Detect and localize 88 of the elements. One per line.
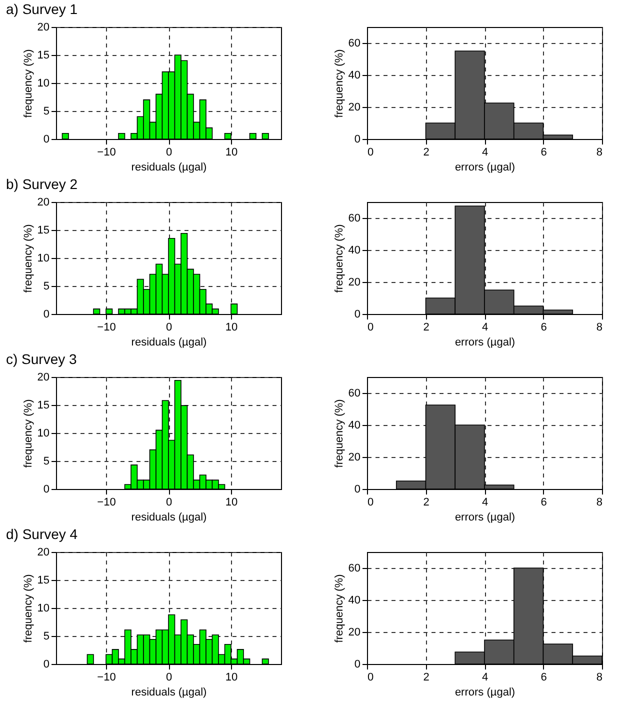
x-tick-label: 6 [540,496,547,508]
y-tick-label: 60 [348,562,360,574]
x-tick-label: 4 [482,322,488,334]
y-axis-title: frequency (%) [22,399,34,468]
chart-title: d) Survey 4 [6,526,78,542]
y-tick-label: 0 [43,484,50,496]
x-tick-label: 6 [540,322,547,334]
y-tick-label: 10 [37,252,50,264]
y-tick-label: 0 [354,484,360,496]
y-axis-title: frequency (%) [22,49,34,118]
y-tick-label: 15 [37,50,50,62]
x-tick-label: 0 [368,496,374,508]
x-axis-title: errors (µgal) [454,162,516,174]
y-tick-label: 15 [37,400,50,412]
y-tick-label: 60 [348,388,360,400]
x-tick-label: 4 [482,672,488,684]
x-tick-label: 8 [596,146,602,158]
y-tick-label: 20 [37,22,50,34]
y-tick-label: 0 [354,308,360,320]
y-axis-title: frequency (%) [333,49,346,118]
x-axis-title: residuals (µgal) [131,512,207,524]
x-tick-label: 2 [423,496,430,508]
y-tick-label: 60 [348,212,360,224]
y-tick-label: 20 [348,626,360,638]
x-tick-label: 0 [166,496,172,508]
y-axis-title: frequency (%) [333,224,346,293]
y-tick-label: 10 [37,428,50,440]
y-tick-label: 40 [348,70,360,82]
x-axis-title: residuals (µgal) [131,162,207,174]
y-axis-title: frequency (%) [22,224,34,293]
y-tick-label: 20 [37,372,50,384]
y-axis-title: frequency (%) [22,574,34,643]
y-tick-label: 5 [43,106,50,118]
x-axis-title: residuals (µgal) [131,686,207,698]
x-tick-label: −10 [97,496,116,508]
y-tick-label: 0 [43,658,50,670]
x-tick-label: 2 [423,672,430,684]
y-tick-label: 0 [354,658,360,670]
x-tick-label: 6 [540,672,547,684]
x-tick-label: 8 [596,496,602,508]
x-tick-label: 0 [166,672,172,684]
chart-title: b) Survey 2 [6,176,78,192]
y-tick-label: 20 [348,452,360,464]
y-tick-label: 5 [43,630,50,642]
x-tick-label: 0 [368,322,374,334]
x-tick-label: 0 [368,146,374,158]
y-tick-label: 10 [37,78,50,90]
x-tick-label: 4 [482,496,488,508]
x-axis-title: residuals (µgal) [131,336,207,348]
x-tick-label: 4 [482,146,488,158]
x-tick-label: 2 [423,322,430,334]
y-tick-label: 15 [37,574,50,586]
y-tick-label: 40 [348,594,360,606]
x-tick-label: 2 [423,146,430,158]
y-tick-label: 10 [37,602,50,614]
chart-title: c) Survey 3 [6,351,78,367]
x-tick-label: 6 [540,146,547,158]
x-tick-label: 8 [596,322,602,334]
y-tick-label: 5 [43,280,50,292]
y-tick-label: 20 [37,546,50,558]
x-tick-label: 10 [225,496,238,508]
y-tick-label: 5 [43,456,50,468]
x-tick-label: 10 [225,146,238,158]
x-tick-label: −10 [97,322,116,334]
x-tick-label: −10 [97,146,116,158]
y-tick-label: 0 [43,308,50,320]
y-tick-label: 40 [348,420,360,432]
y-axis-title: frequency (%) [333,399,346,468]
y-tick-label: 20 [348,102,360,114]
x-tick-label: 8 [596,672,602,684]
x-tick-label: 0 [166,146,172,158]
x-tick-label: 10 [225,672,238,684]
x-axis-title: errors (µgal) [454,686,516,698]
y-tick-label: 60 [348,38,360,50]
x-tick-label: 0 [166,322,172,334]
y-tick-label: 15 [37,224,50,236]
y-tick-label: 20 [348,276,360,288]
y-tick-label: 0 [43,134,50,146]
x-axis-title: errors (µgal) [454,512,516,524]
y-tick-label: 0 [354,134,360,146]
x-tick-label: −10 [97,672,116,684]
chart-title: a) Survey 1 [6,1,78,17]
x-tick-label: 10 [225,322,238,334]
y-tick-label: 20 [37,196,50,208]
x-axis-title: errors (µgal) [454,336,516,348]
x-tick-label: 0 [368,672,374,684]
y-axis-title: frequency (%) [333,574,346,643]
y-tick-label: 40 [348,244,360,256]
